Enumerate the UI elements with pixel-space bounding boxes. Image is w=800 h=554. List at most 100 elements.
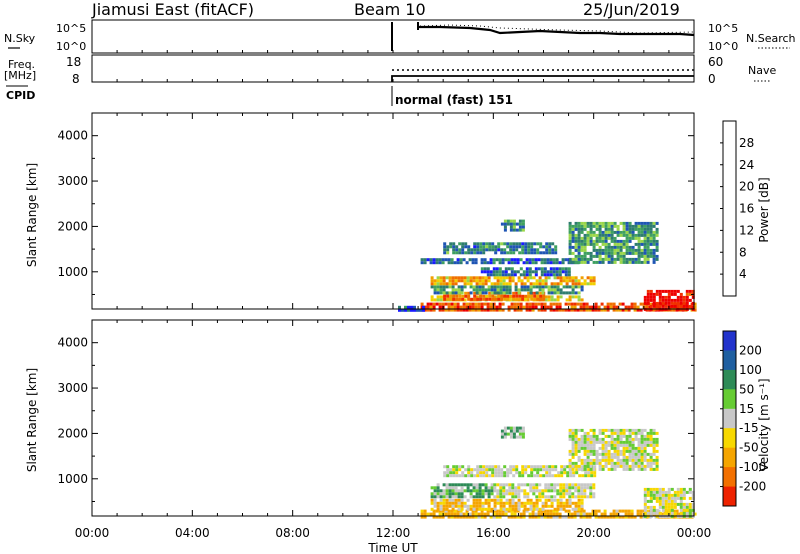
velocity-cell: [466, 498, 470, 502]
power-cell: [525, 261, 529, 265]
cpid-value: normal (fast) 151: [395, 93, 513, 107]
power-cell: [478, 288, 482, 292]
velocity-cell: [458, 474, 462, 478]
power-cell: [574, 260, 578, 264]
power-cell: [643, 257, 647, 261]
velocity-cell: [509, 465, 513, 469]
velocity-cell: [573, 515, 577, 519]
velocity-cell: [445, 495, 449, 499]
power-cell: [655, 248, 659, 252]
power-cell: [548, 242, 552, 246]
velocity-cell: [497, 468, 501, 472]
velocity-cell: [457, 504, 461, 508]
power-cell: [673, 292, 677, 296]
power-cell: [646, 257, 650, 261]
power-cell: [540, 261, 544, 265]
power-cell: [652, 301, 656, 305]
power-cell: [682, 295, 686, 299]
power-cell: [503, 225, 507, 229]
velocity-cell: [530, 465, 534, 469]
power-cell: [512, 245, 516, 249]
power-cell: [628, 248, 632, 252]
power-cell: [476, 251, 480, 255]
velocity-cell: [541, 489, 545, 493]
power-cell: [567, 273, 571, 277]
power-cell: [433, 291, 437, 295]
velocity-cell: [481, 507, 485, 511]
velocity-cell: [598, 461, 602, 465]
power-cell: [476, 245, 480, 249]
velocity-cell: [628, 437, 632, 441]
velocity-cell: [473, 474, 477, 478]
velocity-cell: [586, 440, 590, 444]
power-cell: [524, 242, 528, 246]
velocity-cell: [464, 474, 468, 478]
velocity-cell: [462, 512, 466, 516]
power-cell: [628, 233, 632, 237]
velocity-cell: [489, 515, 493, 519]
power-cell: [655, 245, 659, 249]
power-cell: [625, 221, 629, 225]
velocity-cell: [498, 512, 502, 516]
velocity-cell: [563, 468, 567, 472]
power-cell: [613, 242, 617, 246]
power-cell: [580, 245, 584, 249]
power-cell: [604, 254, 608, 258]
power-cell: [667, 301, 671, 305]
velocity-cell: [574, 464, 578, 468]
power-cell: [449, 297, 453, 301]
velocity-cell: [598, 440, 602, 444]
velocity-cell: [571, 437, 575, 441]
power-cell: [658, 304, 662, 308]
velocity-cell: [517, 492, 521, 496]
power-cell: [558, 267, 562, 271]
power-cell: [580, 282, 584, 286]
velocity-cell: [480, 515, 484, 519]
velocity-cell: [643, 496, 647, 500]
power-cell: [601, 221, 605, 225]
velocity-region: [500, 426, 525, 439]
velocity-cell: [530, 474, 534, 478]
velocity-cell: [452, 471, 456, 475]
power-cell: [583, 242, 587, 246]
power-cell: [598, 236, 602, 240]
velocity-cell: [577, 501, 581, 505]
velocity-cell: [498, 515, 502, 519]
velocity-cell: [658, 499, 662, 503]
velocity-cell: [580, 483, 584, 487]
nave-label: Nave: [748, 64, 776, 77]
velocity-cell: [459, 515, 463, 519]
velocity-cell: [583, 489, 587, 493]
velocity-cell: [595, 458, 599, 462]
power-cell: [492, 302, 496, 306]
velocity-cell: [688, 505, 692, 509]
power-cell: [448, 279, 452, 283]
velocity-cell: [630, 515, 634, 519]
power-cell: [500, 242, 504, 246]
velocity-cell: [631, 440, 635, 444]
velocity-cell: [497, 474, 501, 478]
power-cell: [667, 295, 671, 299]
power-cell: [552, 302, 556, 306]
velocity-cell: [442, 492, 446, 496]
velocity-cell: [538, 495, 542, 499]
velocity-cell: [463, 489, 467, 493]
velocity-cell: [536, 474, 540, 478]
power-cell: [679, 298, 683, 302]
velocity-cell: [451, 498, 455, 502]
velocity-cell: [447, 509, 451, 513]
velocity-cell: [442, 504, 446, 508]
power-cell: [609, 305, 613, 309]
velocity-cell: [553, 495, 557, 499]
power-cell: [564, 308, 568, 312]
power-cell: [516, 308, 520, 312]
power-cell: [496, 288, 500, 292]
velocity-cell: [476, 465, 480, 469]
power-cell: [539, 291, 543, 295]
velocity-cell: [503, 465, 507, 469]
velocity-cell: [525, 509, 529, 513]
velocity-cell: [646, 434, 650, 438]
power-cell: [640, 239, 644, 243]
velocity-cell: [574, 489, 578, 493]
velocity-cell: [571, 495, 575, 499]
